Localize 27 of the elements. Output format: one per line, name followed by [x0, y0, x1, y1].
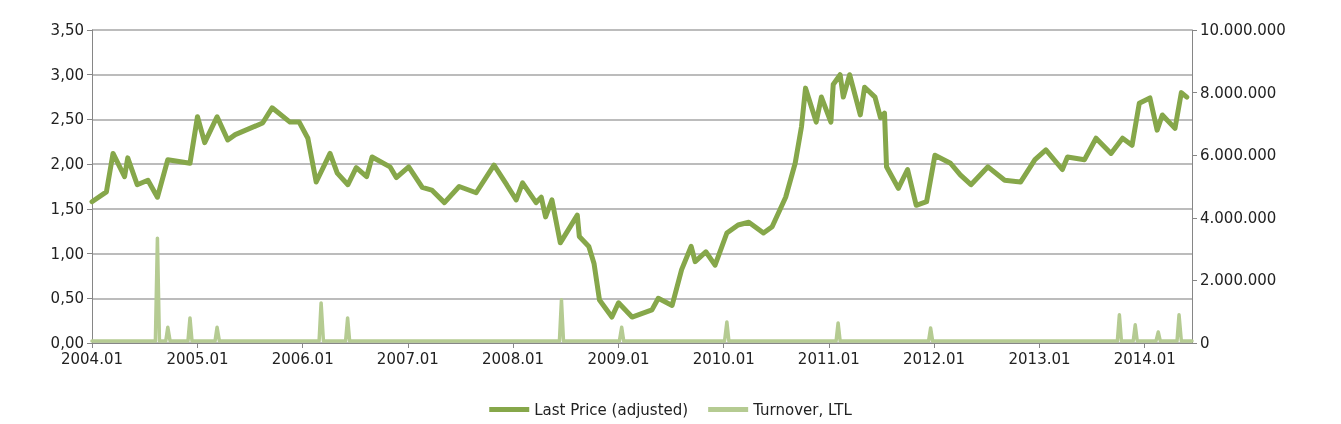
y-tick-label: 3,00	[50, 65, 84, 84]
y-tick-label: 2,00	[50, 155, 84, 174]
y2-tick-label: 4.000.000	[1200, 208, 1277, 227]
x-tick-label: 2008.01	[482, 349, 545, 368]
x-tick-label: 2013.01	[1008, 349, 1071, 368]
x-tick-label: 2014.01	[1113, 349, 1176, 368]
legend-label: Last Price (adjusted)	[534, 400, 689, 419]
y-tick-label: 2,50	[50, 110, 84, 129]
x-tick-label: 2009.01	[587, 349, 650, 368]
x-tick-label: 2010.01	[692, 349, 755, 368]
x-tick-label: 2004.01	[60, 349, 124, 368]
y2-tick-label: 2.000.000	[1200, 271, 1277, 290]
x-tick-label: 2007.01	[376, 349, 439, 368]
x-tick-label: 2006.01	[271, 349, 334, 368]
legend-label: Turnover, LTL	[752, 400, 853, 419]
y-tick-label: 0,50	[50, 289, 84, 308]
x-tick-label: 2012.01	[903, 349, 966, 368]
x-tick-label: 2005.01	[166, 349, 229, 368]
y2-tick-label: 8.000.000	[1200, 83, 1277, 102]
y2-tick-label: 0	[1200, 334, 1210, 352]
y-tick-label: 0,00	[50, 334, 84, 352]
y2-tick-label: 10.000.000	[1200, 21, 1286, 39]
y-tick-label: 1,50	[50, 199, 84, 218]
y-tick-label: 3,50	[50, 21, 84, 39]
y2-tick-label: 6.000.000	[1200, 146, 1277, 165]
x-tick-label: 2011.01	[797, 349, 860, 368]
y-tick-label: 1,00	[50, 244, 84, 263]
